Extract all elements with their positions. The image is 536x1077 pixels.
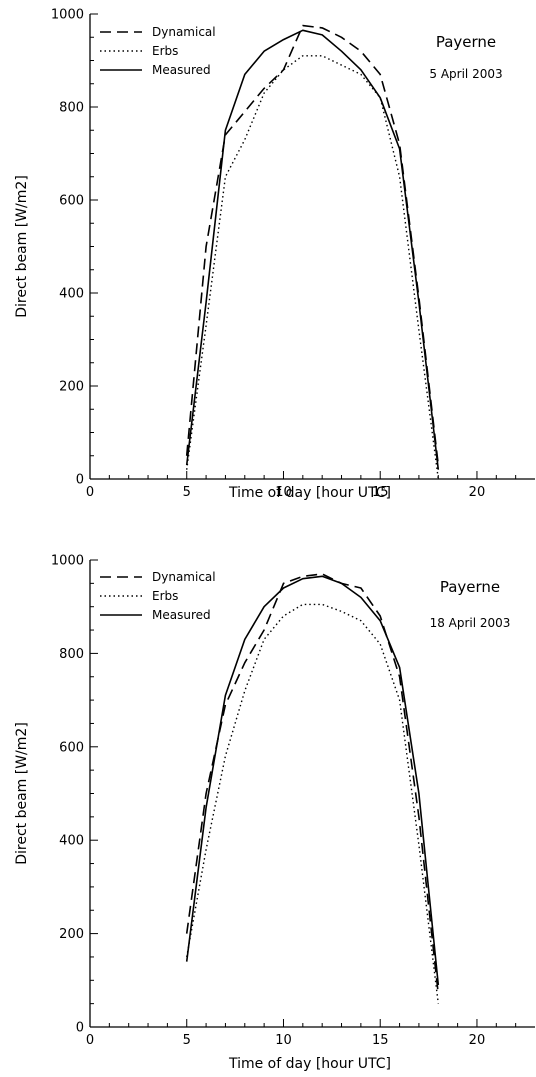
x-axis-title: Time of day [hour UTC]: [228, 485, 391, 501]
y-tick-label: 1000: [51, 8, 84, 23]
y-tick-label: 800: [59, 647, 84, 662]
x-tick-label: 15: [372, 485, 389, 500]
y-axis-title: Direct beam [W/m2]: [14, 722, 30, 865]
series-line-dynamical: [185, 24, 440, 466]
series-line-dynamical: [185, 573, 440, 995]
legend-label-dynamical: Dynamical: [152, 570, 216, 584]
x-tick-label: 5: [183, 1033, 191, 1048]
series-line-erbs: [186, 55, 439, 480]
series-line-measured: [185, 29, 440, 470]
y-tick-label: 200: [59, 927, 84, 942]
y-tick-label: 600: [59, 740, 84, 755]
chart-1: 0 200 400 600 800 1000 0 5 10 15 20 Time of day [ho…: [14, 8, 535, 501]
annotation-date: 18 April 2003: [430, 616, 511, 630]
y-tick-label: 0: [76, 473, 84, 488]
series-line-erbs: [186, 603, 439, 1004]
chart-2: 0 200 400 600 800 1000 0 5 10 15 20 Time of day [ho…: [14, 554, 535, 1072]
y-tick-label: 400: [59, 834, 84, 849]
legend-label-measured: Measured: [152, 63, 211, 77]
y-tick-label: 800: [59, 101, 84, 116]
y-tick-label: 200: [59, 380, 84, 395]
x-axis-title: Time of day [hour UTC]: [228, 1056, 391, 1072]
legend-label-measured: Measured: [152, 608, 211, 622]
x-tick-label: 0: [86, 1033, 94, 1048]
x-tick-label: 20: [469, 485, 486, 500]
x-tick-label: 5: [183, 485, 191, 500]
y-tick-label: 1000: [51, 554, 84, 569]
x-tick-label: 10: [275, 1033, 292, 1048]
annotation-date: 5 April 2003: [429, 67, 502, 81]
legend-label-dynamical: Dynamical: [152, 25, 216, 39]
y-tick-label: 0: [76, 1021, 84, 1036]
legend-label-erbs: Erbs: [152, 44, 178, 58]
x-tick-label: 20: [469, 1033, 486, 1048]
annotation-site: Payerne: [440, 578, 500, 596]
x-tick-label: 15: [372, 1033, 389, 1048]
series-line-measured: [185, 575, 440, 986]
legend-label-erbs: Erbs: [152, 589, 178, 603]
x-tick-label: 10: [275, 485, 292, 500]
annotation-site: Payerne: [436, 33, 496, 51]
y-tick-label: 600: [59, 194, 84, 209]
y-axis-title: Direct beam [W/m2]: [14, 175, 30, 318]
x-tick-label: 0: [86, 485, 94, 500]
y-tick-label: 400: [59, 287, 84, 302]
